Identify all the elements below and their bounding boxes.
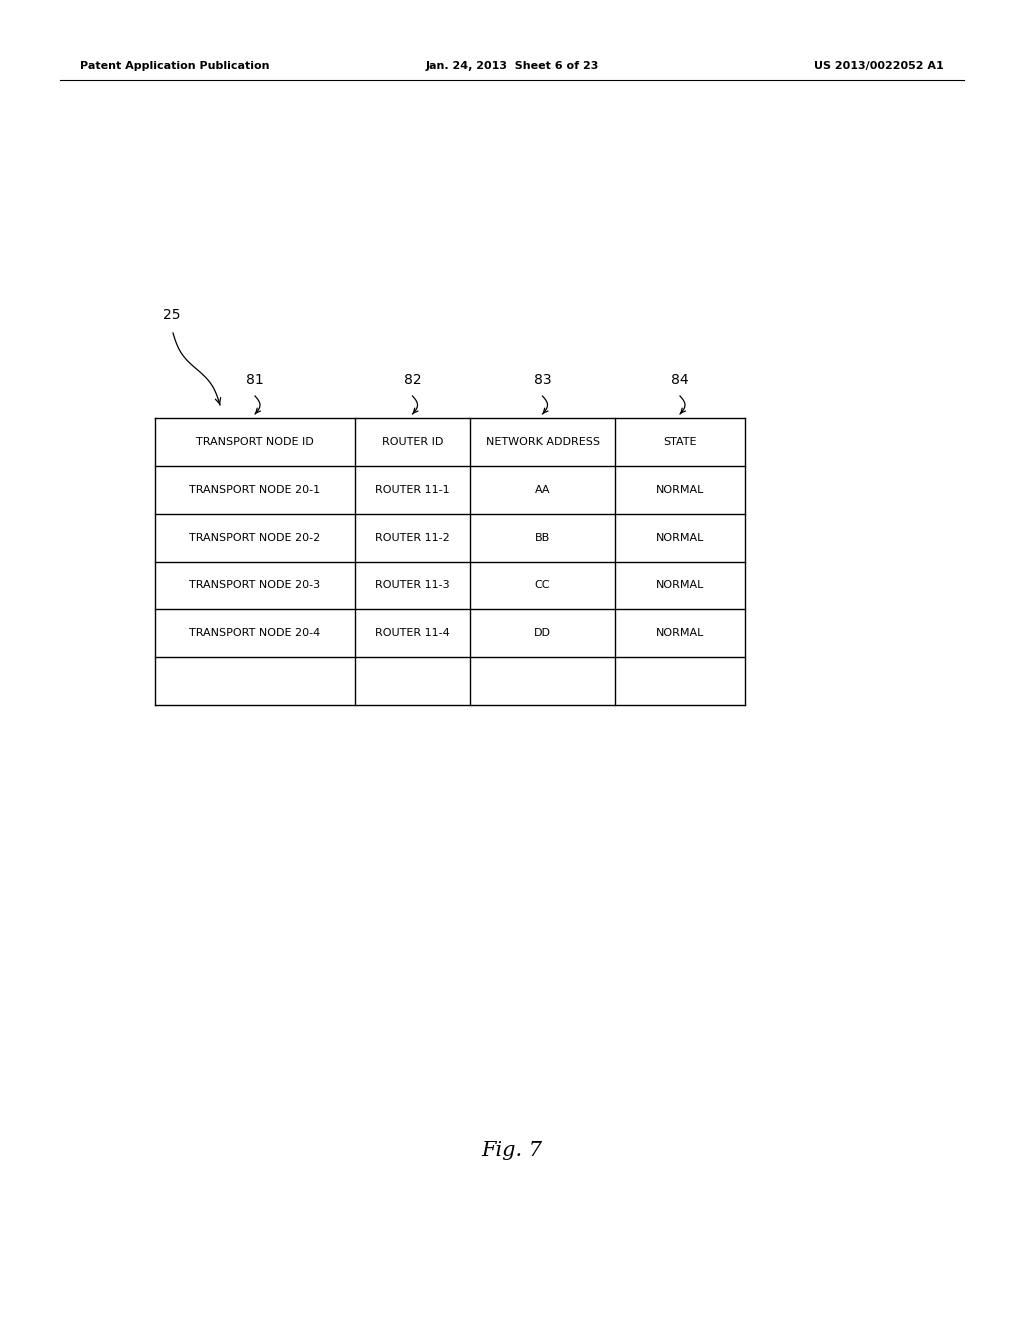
Text: 83: 83 xyxy=(534,374,551,387)
Text: STATE: STATE xyxy=(664,437,696,447)
Text: DD: DD xyxy=(534,628,551,639)
Text: NORMAL: NORMAL xyxy=(655,581,705,590)
Text: Fig. 7: Fig. 7 xyxy=(481,1140,543,1159)
Text: 81: 81 xyxy=(246,374,264,387)
Text: TRANSPORT NODE ID: TRANSPORT NODE ID xyxy=(197,437,314,447)
Text: NORMAL: NORMAL xyxy=(655,484,705,495)
Text: ROUTER 11-2: ROUTER 11-2 xyxy=(375,532,450,543)
Text: ROUTER 11-1: ROUTER 11-1 xyxy=(375,484,450,495)
Text: CC: CC xyxy=(535,581,550,590)
Text: NORMAL: NORMAL xyxy=(655,628,705,639)
Text: AA: AA xyxy=(535,484,550,495)
Text: BB: BB xyxy=(535,532,550,543)
Text: 84: 84 xyxy=(671,374,689,387)
Text: ROUTER 11-4: ROUTER 11-4 xyxy=(375,628,450,639)
Text: ROUTER ID: ROUTER ID xyxy=(382,437,443,447)
Text: Patent Application Publication: Patent Application Publication xyxy=(80,61,269,71)
Text: US 2013/0022052 A1: US 2013/0022052 A1 xyxy=(814,61,944,71)
Text: NETWORK ADDRESS: NETWORK ADDRESS xyxy=(485,437,599,447)
Text: TRANSPORT NODE 20-3: TRANSPORT NODE 20-3 xyxy=(189,581,321,590)
Text: ROUTER 11-3: ROUTER 11-3 xyxy=(375,581,450,590)
Text: TRANSPORT NODE 20-2: TRANSPORT NODE 20-2 xyxy=(189,532,321,543)
Text: 82: 82 xyxy=(403,374,421,387)
Text: TRANSPORT NODE 20-1: TRANSPORT NODE 20-1 xyxy=(189,484,321,495)
Text: 25: 25 xyxy=(163,308,180,322)
Text: NORMAL: NORMAL xyxy=(655,532,705,543)
Text: TRANSPORT NODE 20-4: TRANSPORT NODE 20-4 xyxy=(189,628,321,639)
Text: Jan. 24, 2013  Sheet 6 of 23: Jan. 24, 2013 Sheet 6 of 23 xyxy=(425,61,599,71)
